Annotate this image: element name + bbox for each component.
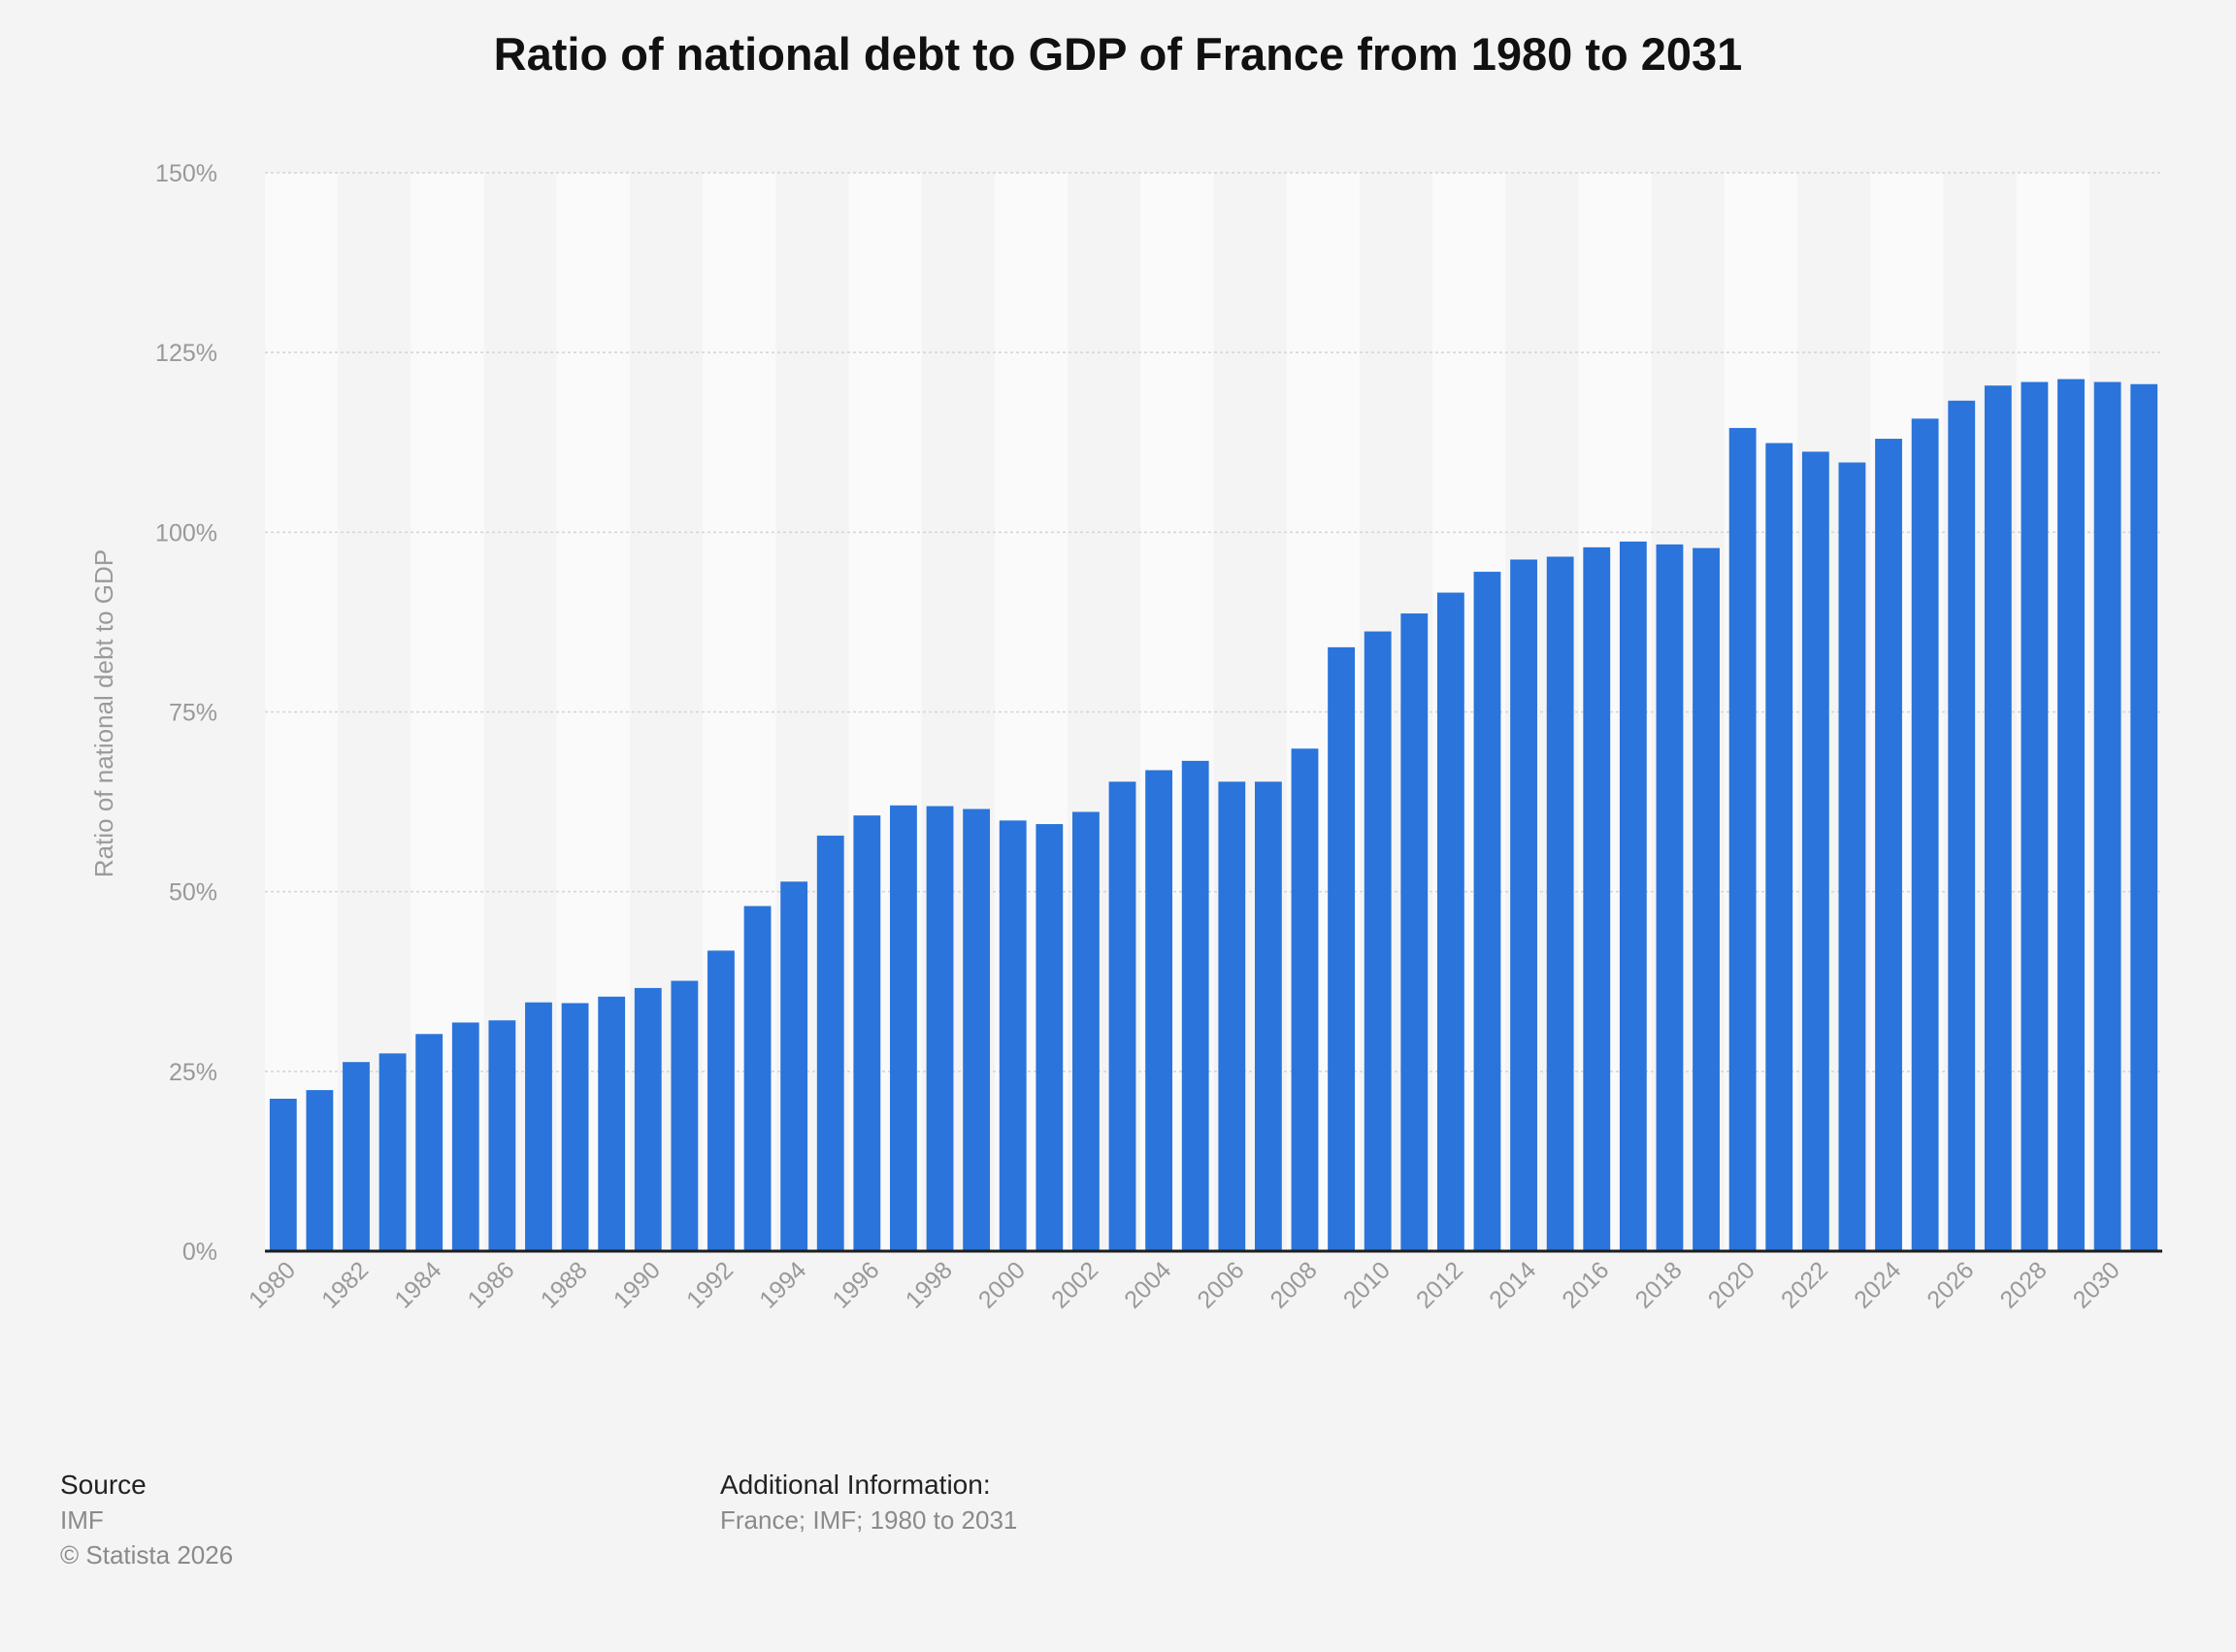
bar-2014 xyxy=(1510,559,1537,1251)
bar-2001 xyxy=(1036,824,1064,1251)
bar-1992 xyxy=(707,950,735,1251)
x-tick-label: 2006 xyxy=(1192,1256,1249,1313)
bar-1983 xyxy=(378,1053,407,1251)
bar-2009 xyxy=(1328,646,1355,1251)
x-tick-label: 1994 xyxy=(754,1256,811,1313)
x-tick-label: 2024 xyxy=(1849,1256,1906,1313)
bar-chart: 0% 25% 50% 75% 100% 125% 150% 1980 1982 1984 1986… xyxy=(89,160,2162,1314)
x-tick-label: 2002 xyxy=(1046,1256,1103,1313)
x-tick-label: 2020 xyxy=(1703,1256,1760,1313)
x-tick-label: 1988 xyxy=(536,1256,593,1313)
source-name: IMF xyxy=(60,1505,104,1535)
bar-1994 xyxy=(780,881,808,1251)
bar-2010 xyxy=(1364,631,1392,1251)
x-tick-label: 1990 xyxy=(608,1256,666,1313)
bar-2021 xyxy=(1765,443,1793,1251)
bar-2018 xyxy=(1656,544,1684,1251)
bar-2017 xyxy=(1619,541,1647,1251)
bar-1986 xyxy=(488,1020,516,1251)
source-heading: Source xyxy=(60,1470,147,1500)
x-tick-label: 1998 xyxy=(901,1256,958,1313)
y-tick-label: 50% xyxy=(169,879,217,907)
bar-2016 xyxy=(1583,546,1611,1251)
x-tick-label: 2030 xyxy=(2068,1256,2125,1313)
bar-1984 xyxy=(415,1034,444,1251)
bar-2003 xyxy=(1108,781,1136,1251)
bar-2008 xyxy=(1291,748,1319,1251)
x-tick-label: 1986 xyxy=(462,1256,519,1313)
bar-1982 xyxy=(343,1062,370,1251)
bar-2006 xyxy=(1218,781,1246,1251)
copyright-text: © Statista 2026 xyxy=(60,1540,234,1569)
x-tick-label: 2022 xyxy=(1776,1256,1833,1313)
bar-2000 xyxy=(999,820,1027,1251)
bar-1991 xyxy=(671,980,699,1251)
bar-2027 xyxy=(1984,385,2012,1252)
x-tick-label: 1982 xyxy=(316,1256,374,1313)
bar-2007 xyxy=(1254,781,1282,1251)
x-tick-label: 2000 xyxy=(973,1256,1031,1313)
bar-2019 xyxy=(1693,547,1720,1251)
bar-1980 xyxy=(269,1098,297,1251)
source-block: Source IMF © Statista 2026 xyxy=(60,1468,233,1572)
bar-2002 xyxy=(1072,811,1100,1251)
bar-2013 xyxy=(1473,572,1501,1251)
x-tick-label: 2026 xyxy=(1922,1256,1979,1313)
x-tick-label: 1984 xyxy=(389,1256,446,1313)
bar-1985 xyxy=(451,1022,479,1251)
bar-2024 xyxy=(1875,439,1902,1252)
bar-2025 xyxy=(1911,418,1939,1252)
bar-2022 xyxy=(1801,451,1829,1251)
bar-1995 xyxy=(816,835,844,1251)
x-tick-label: 2010 xyxy=(1338,1256,1396,1313)
x-tick-label: 2028 xyxy=(1995,1256,2053,1313)
x-tick-label: 1996 xyxy=(827,1256,884,1313)
bar-2005 xyxy=(1181,760,1209,1251)
bar-2028 xyxy=(2021,381,2049,1251)
x-tick-label: 2008 xyxy=(1266,1256,1323,1313)
y-axis-label: Ratio of national debt to GDP xyxy=(89,549,118,877)
bar-2026 xyxy=(1948,400,1976,1251)
bar-2029 xyxy=(2057,379,2085,1252)
bars xyxy=(269,379,2158,1252)
x-axis-ticks: 1980 1982 1984 1986 1988 1990 1992 1994 1996 1998… xyxy=(244,1256,2125,1313)
bar-2004 xyxy=(1145,770,1173,1251)
x-tick-label: 1992 xyxy=(681,1256,739,1313)
bar-1981 xyxy=(306,1090,334,1251)
bar-2031 xyxy=(2130,383,2158,1252)
bar-2030 xyxy=(2093,381,2121,1251)
y-axis-ticks: 0% 25% 50% 75% 100% 125% 150% xyxy=(155,160,217,1266)
bar-1987 xyxy=(525,1002,552,1251)
bar-1989 xyxy=(598,996,626,1251)
bar-1993 xyxy=(743,906,772,1251)
bar-2012 xyxy=(1436,592,1464,1251)
chart-title: Ratio of national debt to GDP of France … xyxy=(493,28,1743,80)
bar-1997 xyxy=(890,805,917,1251)
bar-1999 xyxy=(963,809,991,1251)
bar-2011 xyxy=(1400,613,1429,1251)
bar-1990 xyxy=(634,987,662,1251)
y-tick-label: 75% xyxy=(169,700,217,727)
y-tick-label: 25% xyxy=(169,1059,217,1086)
y-tick-label: 0% xyxy=(182,1239,217,1266)
y-tick-label: 125% xyxy=(155,340,217,367)
bar-1996 xyxy=(853,815,881,1251)
bar-1988 xyxy=(561,1003,589,1251)
bar-2023 xyxy=(1838,462,1866,1252)
y-tick-label: 150% xyxy=(155,160,217,187)
y-tick-label: 100% xyxy=(155,519,217,546)
bar-2020 xyxy=(1728,427,1757,1252)
x-tick-label: 2012 xyxy=(1411,1256,1468,1313)
x-tick-label: 2018 xyxy=(1630,1256,1688,1313)
bar-2015 xyxy=(1546,556,1574,1251)
additional-info-heading: Additional Information: xyxy=(720,1470,991,1500)
x-tick-label: 1980 xyxy=(244,1256,301,1313)
additional-info-text: France; IMF; 1980 to 2031 xyxy=(720,1505,1018,1535)
x-tick-label: 2014 xyxy=(1484,1256,1541,1313)
bar-1998 xyxy=(926,806,954,1251)
additional-info-block: Additional Information: France; IMF; 198… xyxy=(720,1468,1017,1537)
x-tick-label: 2016 xyxy=(1557,1256,1614,1313)
x-tick-label: 2004 xyxy=(1119,1256,1176,1313)
